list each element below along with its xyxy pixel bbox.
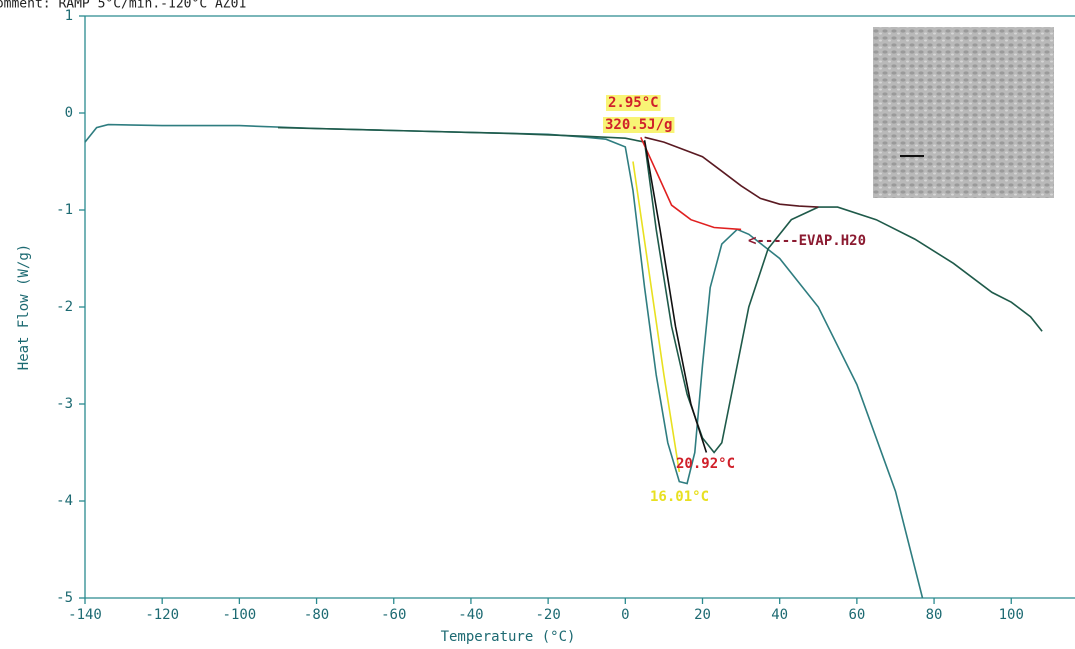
annotation: 20.92°C	[676, 456, 735, 472]
x-tick-label: -20	[535, 607, 560, 623]
y-tick-label: 0	[65, 105, 73, 121]
x-tick-label: -120	[145, 607, 179, 623]
x-tick-label: 0	[621, 607, 629, 623]
x-axis-label: Temperature (°C)	[441, 629, 576, 645]
annotation: <-----EVAP.H20	[748, 233, 866, 249]
x-tick-label: 80	[926, 607, 943, 623]
data-line	[632, 161, 681, 473]
x-tick-label: -140	[68, 607, 102, 623]
annotation-highlight	[606, 95, 661, 111]
x-tick-label: -40	[458, 607, 483, 623]
y-tick-label: -3	[56, 396, 73, 412]
inset-image	[873, 27, 1054, 198]
y-tick-label: -5	[56, 590, 73, 606]
x-tick-label: -100	[223, 607, 257, 623]
x-tick-label: -60	[381, 607, 406, 623]
data-line	[643, 140, 708, 453]
x-tick-label: 20	[694, 607, 711, 623]
y-tick-label: 1	[65, 8, 73, 24]
x-tick-label: -80	[304, 607, 329, 623]
chart-title: Comment: RAMP 5°C/min.-120°C AZ01	[0, 0, 246, 12]
x-tick-label: 40	[771, 607, 788, 623]
annotation: 2.95°C	[608, 95, 659, 111]
data-line	[84, 123, 924, 599]
inset-micrograph	[873, 27, 1054, 198]
data-line	[644, 136, 819, 208]
y-tick-label: -2	[56, 299, 73, 315]
annotation: 320.5J/g	[605, 117, 672, 133]
y-tick-label: -1	[56, 202, 73, 218]
x-tick-label: 100	[999, 607, 1024, 623]
data-line	[277, 126, 1043, 454]
y-axis-label: Heat Flow (W/g)	[16, 244, 32, 370]
annotation: 16.01°C	[650, 489, 709, 505]
y-tick-label: -4	[56, 493, 73, 509]
x-tick-label: 60	[848, 607, 865, 623]
data-line	[640, 136, 742, 231]
annotation-highlight	[603, 117, 675, 133]
